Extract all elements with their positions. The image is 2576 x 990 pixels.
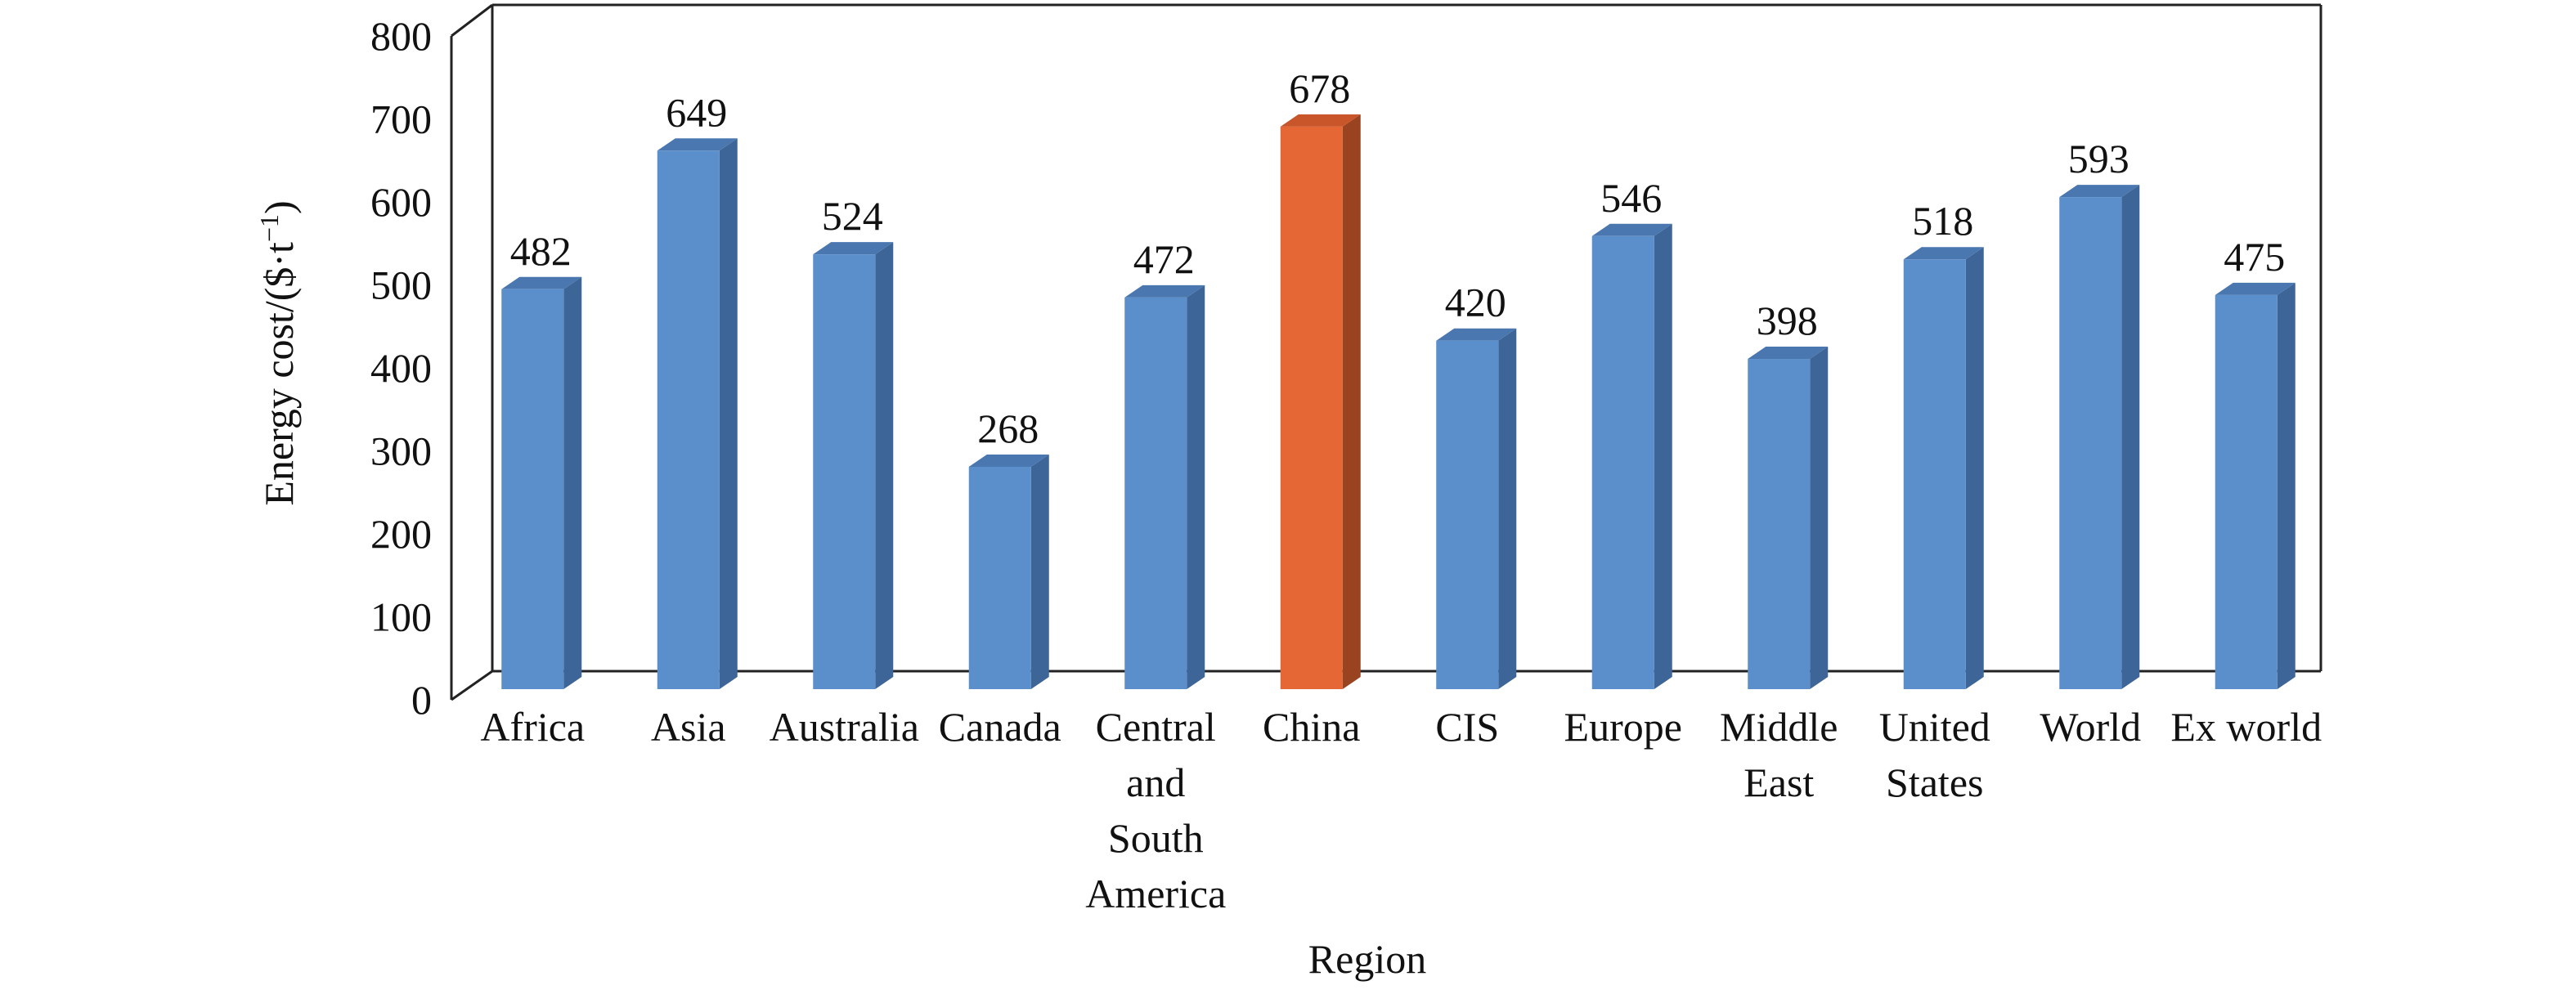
x-tick-label: Asia [651,704,726,750]
bar [501,276,582,689]
x-tick-label: China [1263,704,1360,750]
bar-side-face [1342,114,1361,689]
bar-top-face [1436,328,1517,341]
x-tick-label: Ex world [2170,704,2322,750]
bar-front-face [657,150,720,689]
bar-front-face [501,289,564,689]
bar-top-face [2059,185,2140,198]
data-label: 482 [510,228,572,274]
bar-side-face [563,276,582,689]
y-tick-label: 400 [370,345,432,391]
bar-front-face [968,466,1031,689]
bar-side-face [1810,347,1829,689]
bar-side-face [1965,247,1984,690]
y-tick-label: 0 [411,677,432,723]
x-axis-categories: Africa Asia Australia Canada Central and South… [480,704,2322,916]
data-label: 678 [1289,65,1350,111]
y-tick-label: 200 [370,511,432,557]
bar-front-face [1591,235,1654,689]
bar-top-face [1591,223,1672,236]
data-label: 420 [1445,280,1506,325]
data-label: 593 [2068,136,2129,181]
bar-side-face [875,242,894,689]
x-axis-label: Region [1308,936,1426,982]
data-label: 524 [822,193,883,239]
bar-top-face [968,454,1049,467]
bar-side-face [1030,454,1049,689]
bar [1903,247,1984,690]
y-tick-label: 700 [370,96,432,142]
x-tick-label: Central and South America [1085,704,1226,916]
data-label: 475 [2224,234,2285,280]
x-tick-label: Europe [1564,704,1682,750]
bar-top-face [1748,347,1829,360]
top-depth-edge [451,3,493,38]
floor-depth-edge [451,670,493,701]
bar-front-face [2215,294,2278,689]
bar-top-face [657,138,738,151]
bar [1591,223,1672,689]
bar-side-face [1654,223,1672,689]
data-label: 472 [1133,236,1195,282]
x-tick-label: United States [1879,704,1990,805]
bar-front-face [1280,126,1343,689]
bar [657,138,738,689]
bar [1436,328,1517,689]
y-tick-label: 100 [370,594,432,640]
y-tick-label: 800 [370,13,432,59]
x-tick-label: Australia [770,704,919,750]
y-axis-label: Energy cost/($·t−1) [254,200,302,505]
data-label: 398 [1757,298,1818,343]
y-tick-label: 500 [370,262,432,308]
bars [501,114,2296,690]
bar-top-face [813,242,894,255]
bar-front-face [1124,297,1187,689]
bar-top-face [1280,114,1361,127]
x-tick-label: Africa [480,704,585,750]
bar [968,454,1049,689]
bar [2059,185,2140,690]
bar-front-face [1748,359,1811,689]
bar-top-face [501,276,582,289]
bar [1124,284,1205,689]
data-label: 268 [977,405,1039,451]
data-label: 518 [1912,198,1973,244]
bar-top-face [1903,247,1984,260]
bar-top-face [1124,284,1205,298]
x-tick-label: CIS [1435,704,1499,750]
bar [2215,282,2296,689]
bar-front-face [1436,340,1499,689]
bar-side-face [719,138,738,689]
data-label: 649 [666,89,727,135]
bar-front-face [1903,259,1966,690]
y-tick-label: 300 [370,428,432,474]
x-tick-label: World [2040,704,2141,750]
bar-front-face [2059,197,2122,690]
y-tick-label: 600 [370,179,432,225]
bar-side-face [1498,328,1517,689]
data-label: 546 [1600,175,1662,221]
bar-top-face [2215,282,2296,295]
bar [813,242,894,689]
bar [1280,114,1361,689]
bar-side-face [2277,282,2296,689]
data-labels: 482 649 524 268 472 678 420 546 398 518 593 475 [510,65,2286,451]
bar [1748,347,1829,689]
y-axis-ticks: 0 100 200 300 400 500 600 700 800 [370,13,432,723]
x-tick-label: Canada [939,704,1061,750]
bar-side-face [2121,185,2140,690]
bar-side-face [1187,284,1205,689]
x-tick-label: Middle East [1720,704,1838,805]
plot-frame [450,3,2322,701]
bar-front-face [813,254,876,689]
